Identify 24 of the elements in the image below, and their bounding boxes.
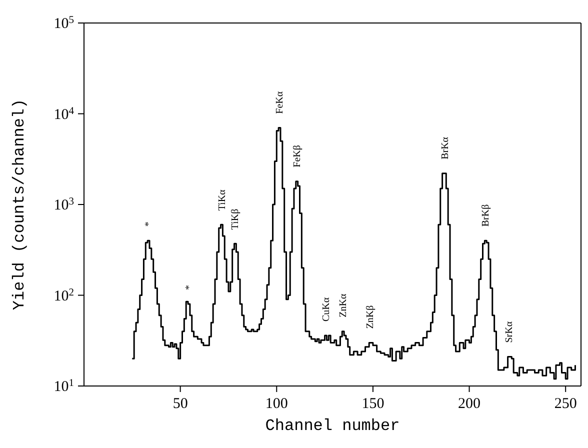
- y-tick-label: 10$^{4}$: [54, 105, 75, 123]
- annotation: BrKα: [440, 136, 452, 160]
- annotation: CuKα: [320, 296, 332, 322]
- x-tick-label: 100: [265, 396, 288, 412]
- annotation: BrKβ: [480, 204, 492, 227]
- annotation: ZnKβ: [365, 305, 376, 329]
- annotation: SrKα: [504, 320, 515, 343]
- annotation: *: [144, 222, 155, 227]
- y-tick-label: 10$^{5}$: [54, 14, 74, 32]
- y-tick-label: 10$^{3}$: [54, 196, 74, 214]
- y-tick-label: 10$^{1}$: [54, 378, 74, 395]
- annotation: FeKβ: [292, 145, 303, 168]
- x-tick-label: 200: [458, 396, 481, 412]
- annotation: TiKα: [216, 188, 228, 211]
- annotation: ZnKα: [338, 293, 350, 318]
- x-tick-label: 250: [554, 396, 577, 412]
- x-tick-label: 150: [362, 396, 384, 412]
- y-axis-title: Yield (counts/channel): [10, 98, 29, 310]
- x-tick-label: 50: [172, 396, 188, 412]
- y-tick-label: 10$^{2}$: [54, 286, 74, 304]
- x-axis-title: Channel number: [265, 417, 400, 435]
- annotation: FeKα: [274, 90, 286, 114]
- annotation: *: [184, 285, 196, 290]
- annotation: TiKβ: [230, 208, 242, 230]
